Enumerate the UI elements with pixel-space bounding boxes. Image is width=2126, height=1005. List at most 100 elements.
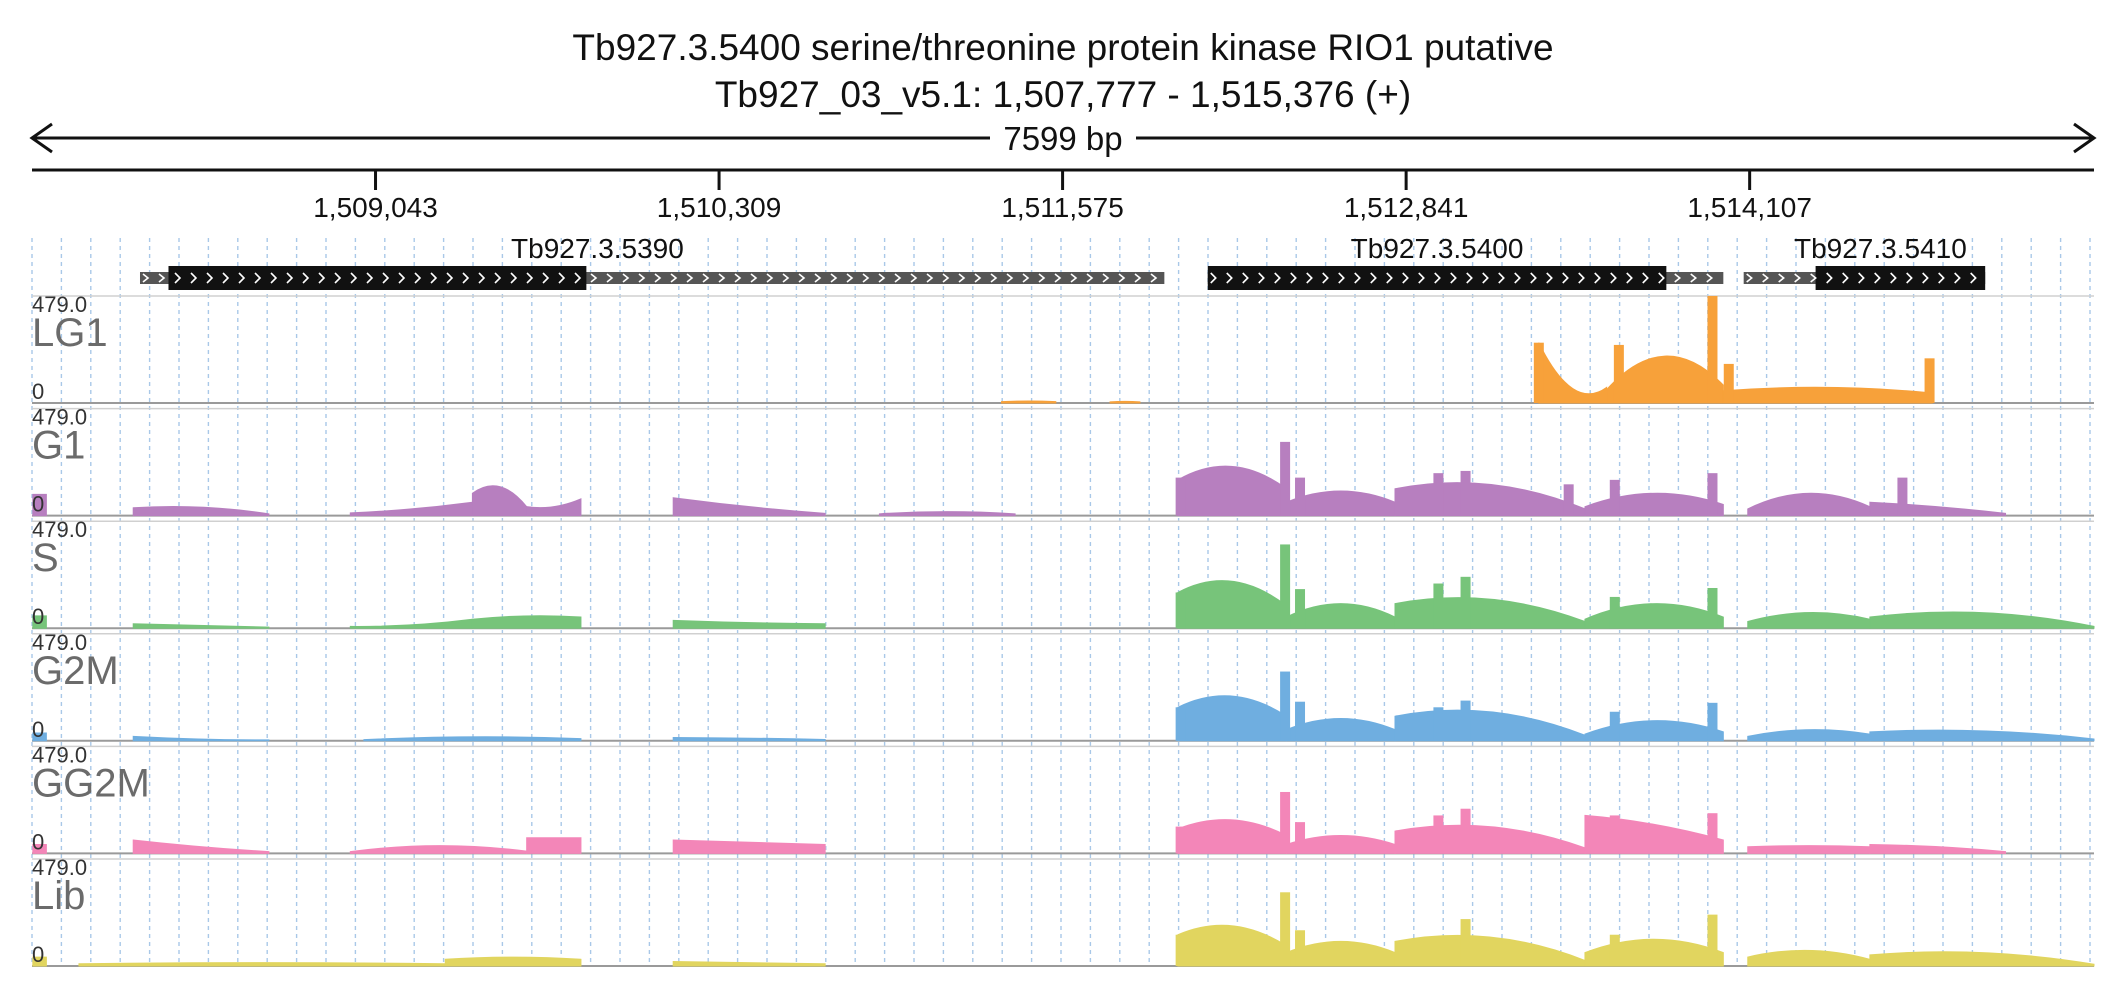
strand-chevron-icon <box>958 273 966 283</box>
coverage-area <box>471 485 528 517</box>
coverage-spike <box>1613 344 1624 403</box>
coverage-spike <box>1280 671 1291 741</box>
strand-chevron-icon <box>478 272 486 284</box>
coverage-area <box>1869 843 2007 854</box>
strand-chevron-icon <box>606 273 614 283</box>
coverage-area <box>1584 814 1724 854</box>
strand-chevron-icon <box>1858 272 1865 284</box>
strand-chevron-icon <box>1150 273 1158 283</box>
strand-chevron-icon <box>1842 272 1849 284</box>
coverage-area <box>32 615 47 629</box>
strand-chevron-icon <box>1226 272 1233 284</box>
strand-chevron-icon <box>1466 272 1473 284</box>
strand-chevron-icon <box>1370 272 1377 284</box>
coverage-spike <box>1460 919 1471 966</box>
strand-chevron-icon <box>206 272 214 284</box>
strand-chevron-icon <box>558 272 566 284</box>
strand-chevron-icon <box>366 272 374 284</box>
track-g1: 479.0 0 G1 <box>32 405 2094 517</box>
coverage-area <box>672 839 826 854</box>
strand-chevron-icon <box>894 273 902 283</box>
coverage-spike <box>1609 815 1620 854</box>
strand-chevron-icon <box>1322 272 1329 284</box>
strand-chevron-icon <box>1450 272 1457 284</box>
strand-chevron-icon <box>1054 273 1062 283</box>
coverage-area <box>672 736 826 742</box>
ruler-tick-label: 1,509,043 <box>313 192 438 223</box>
coverage-spike <box>1707 296 1718 403</box>
gene-label: Tb927.3.5410 <box>1794 233 1967 264</box>
strand-chevron-icon <box>462 272 470 284</box>
strand-chevron-icon <box>494 272 502 284</box>
strand-chevron-icon <box>1762 273 1769 283</box>
strand-chevron-icon <box>1102 273 1110 283</box>
strand-chevron-icon <box>1386 272 1393 284</box>
strand-chevron-icon <box>318 272 326 284</box>
strand-chevron-icon <box>1874 272 1881 284</box>
strand-chevron-icon <box>1006 273 1014 283</box>
coverage-tracks: 479.00LG1479.00G1479.00S479.00G2M479.00G… <box>32 292 2095 967</box>
strand-chevron-icon <box>686 273 694 283</box>
strand-chevron-icon <box>1306 272 1313 284</box>
coverage-area <box>132 623 270 629</box>
strand-chevron-icon <box>1674 273 1682 283</box>
strand-chevron-icon <box>334 272 342 284</box>
strand-chevron-icon <box>382 272 390 284</box>
coverage-area <box>672 619 826 629</box>
strand-chevron-icon <box>430 272 438 284</box>
coverage-area <box>1869 951 2095 967</box>
strand-chevron-icon <box>1242 272 1249 284</box>
track-min-label: 0 <box>32 492 44 517</box>
coverage-spike <box>1280 441 1291 516</box>
strand-chevron-icon <box>1626 272 1633 284</box>
coverage-area <box>78 962 446 967</box>
coverage-area <box>1177 924 1287 967</box>
span-label-bg <box>990 120 1136 156</box>
strand-chevron-icon <box>910 273 918 283</box>
coverage-area <box>1394 709 1586 742</box>
strand-chevron-icon <box>1794 273 1801 283</box>
coverage-spike <box>1707 587 1718 629</box>
strand-chevron-icon <box>190 272 198 284</box>
strand-chevron-icon <box>1210 272 1217 284</box>
strand-chevron-icon <box>254 272 262 284</box>
coverage-area <box>349 501 473 517</box>
coverage-area <box>1869 501 2007 517</box>
gene-cds <box>1207 266 1667 290</box>
strand-chevron-icon <box>1578 272 1585 284</box>
coverage-area <box>1869 611 2095 629</box>
strand-chevron-icon <box>158 273 166 283</box>
track-min-label: 0 <box>32 379 44 404</box>
span-arrow: 7599 bp <box>29 120 2097 157</box>
strand-chevron-icon <box>1134 273 1142 283</box>
coverage-spike <box>1723 363 1734 403</box>
strand-chevron-icon <box>718 273 726 283</box>
track-gg2m: 479.0 0 GG2M <box>32 742 2094 855</box>
strand-chevron-icon <box>1610 272 1617 284</box>
coverage-area <box>672 497 826 517</box>
strand-chevron-icon <box>734 273 742 283</box>
strand-chevron-icon <box>574 272 582 284</box>
track-min-label: 0 <box>32 717 44 742</box>
coverage-spike <box>1433 815 1444 854</box>
strand-chevron-icon <box>1658 272 1665 284</box>
strand-chevron-icon <box>302 272 310 284</box>
coverage-spike <box>1295 701 1306 741</box>
coverage-spike <box>1707 914 1718 966</box>
coverage-area <box>132 506 270 517</box>
strand-chevron-icon <box>1890 272 1897 284</box>
coverage-area <box>32 732 47 742</box>
strand-chevron-icon <box>1086 273 1094 283</box>
strand-chevron-icon <box>1938 272 1945 284</box>
coverage-area <box>1394 597 1586 629</box>
coverage-area <box>878 511 1016 517</box>
coverage-area <box>526 498 582 517</box>
track-max-label: 479.0 <box>32 292 87 317</box>
strand-chevron-icon <box>1906 272 1913 284</box>
strand-chevron-icon <box>1354 272 1361 284</box>
strand-chevron-icon <box>1970 272 1977 284</box>
track-s: 479.0 0 S <box>32 517 2095 630</box>
coverage-area <box>349 618 473 629</box>
track-name-label: LG1 <box>32 311 108 355</box>
